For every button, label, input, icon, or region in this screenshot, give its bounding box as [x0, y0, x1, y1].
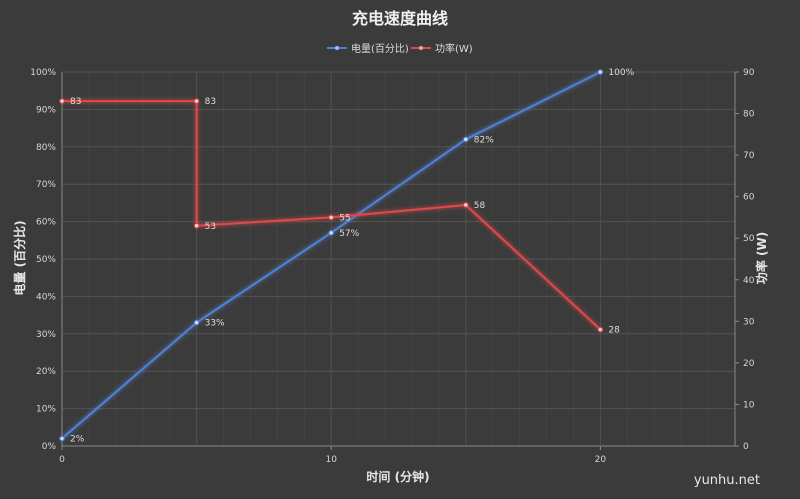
- data-point-power: [328, 214, 334, 221]
- data-label-power: 55: [339, 213, 350, 223]
- y-tick-label: 50%: [36, 255, 56, 265]
- y-tick-label: 80%: [36, 143, 56, 153]
- y2-tick-label: 70: [743, 151, 755, 161]
- data-label-battery: 100%: [608, 68, 634, 78]
- x-tick-label: 10: [325, 455, 337, 465]
- series-line-power: [62, 100, 602, 331]
- data-label-power: 83: [205, 97, 216, 107]
- data-point-battery: [59, 435, 65, 442]
- y2-axis-title: 功率 (W): [754, 232, 769, 284]
- y-tick-label: 0%: [42, 442, 57, 452]
- x-tick-label: 0: [59, 455, 65, 465]
- y2-tick-label: 10: [743, 400, 755, 410]
- y-tick-label: 60%: [36, 218, 56, 228]
- data-point-battery: [463, 136, 469, 143]
- data-point-battery: [193, 319, 200, 326]
- data-point-power: [597, 326, 604, 333]
- legend-marker-power: [419, 46, 423, 50]
- y2-tick-label: 30: [743, 317, 755, 327]
- y-tick-label: 20%: [36, 367, 56, 377]
- y2-tick-label: 80: [743, 110, 755, 120]
- data-point-power: [193, 223, 200, 229]
- legend-label-battery: 电量(百分比): [351, 42, 409, 55]
- y2-tick-label: 0: [743, 442, 749, 452]
- y-axis-title: 电量 (百分比): [12, 220, 27, 295]
- chart-title: 充电速度曲线: [352, 9, 448, 28]
- y-tick-label: 70%: [36, 180, 56, 190]
- data-point-power: [463, 202, 469, 208]
- data-point-battery: [597, 69, 604, 75]
- y2-tick-label: 50: [743, 234, 755, 244]
- data-label-power: 28: [608, 326, 620, 336]
- legend: 电量(百分比) 功率(W): [327, 42, 473, 55]
- y-tick-label: 90%: [36, 105, 56, 115]
- x-tick-label: 20: [595, 455, 607, 465]
- data-label-power: 83: [70, 97, 81, 107]
- data-point-power: [193, 98, 200, 104]
- data-label-power: 58: [474, 201, 486, 211]
- data-label-power: 53: [205, 222, 216, 232]
- y2-tick-label: 20: [743, 359, 755, 369]
- y-tick-label: 40%: [36, 292, 56, 302]
- data-label-battery: 57%: [339, 229, 359, 239]
- x-axis-title: 时间 (分钟): [366, 469, 429, 484]
- y2-tick-label: 60: [743, 193, 755, 203]
- y-tick-label: 30%: [36, 330, 56, 340]
- y-tick-label: 10%: [36, 405, 56, 415]
- legend-marker-battery: [335, 46, 339, 50]
- data-label-battery: 2%: [70, 435, 85, 445]
- plot-area: 0% 10% 20% 30% 40% 50% 60% 70% 80% 90% 100% 0 10 20 30…: [30, 68, 754, 465]
- y-tick-label: 100%: [30, 68, 56, 78]
- data-label-battery: 82%: [474, 135, 494, 145]
- watermark: yunhu.net: [694, 473, 760, 488]
- y2-tick-label: 40: [743, 276, 755, 286]
- y2-tick-label: 90: [743, 68, 755, 78]
- data-point-power: [59, 98, 65, 104]
- data-point-battery: [328, 230, 334, 236]
- legend-label-power: 功率(W): [435, 42, 473, 55]
- data-label-battery: 33%: [205, 319, 225, 329]
